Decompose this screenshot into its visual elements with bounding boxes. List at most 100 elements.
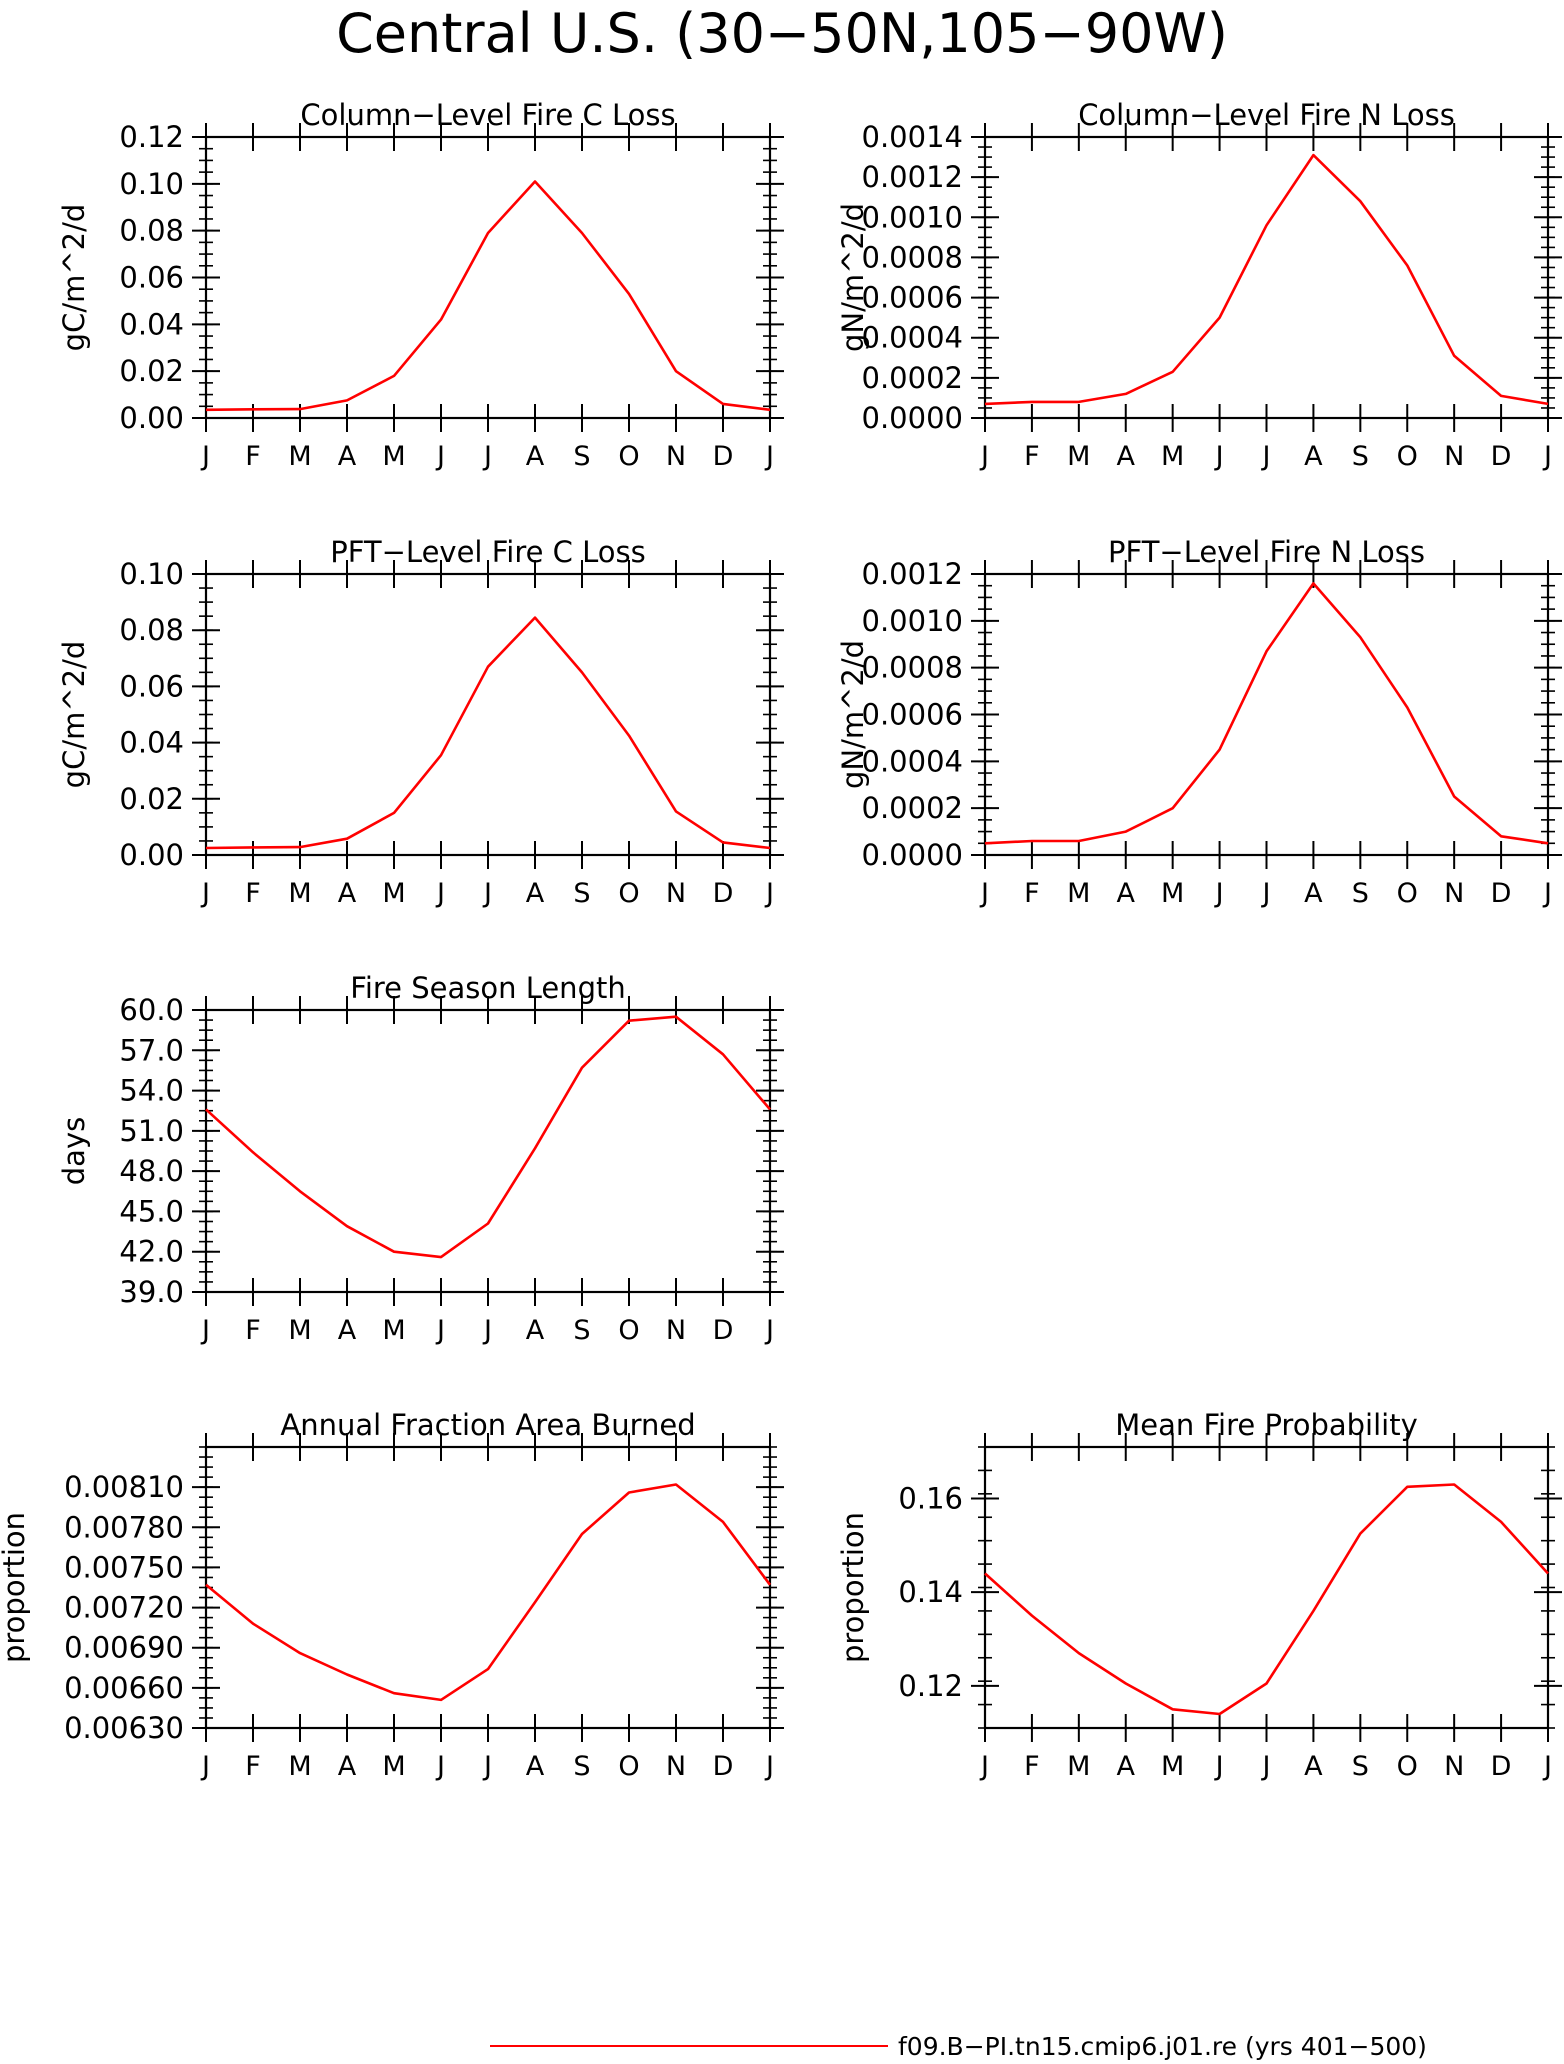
- x-tick-label: J: [1542, 441, 1552, 472]
- x-tick-label: S: [1352, 441, 1369, 472]
- y-tick-label: 0.0014: [862, 120, 963, 154]
- x-tick-label: J: [1261, 1751, 1271, 1782]
- y-tick-label: 51.0: [119, 1114, 184, 1148]
- x-tick-label: F: [1024, 878, 1040, 909]
- x-tick-label: A: [338, 1315, 357, 1346]
- x-tick-label: M: [1067, 1751, 1090, 1782]
- plot-frame: [204, 572, 772, 857]
- y-axis-label: days: [57, 1117, 91, 1185]
- x-tick-label: M: [382, 1751, 405, 1782]
- x-tick-label: A: [1117, 1751, 1136, 1782]
- x-tick-label: D: [1491, 878, 1512, 909]
- x-tick-label: S: [1352, 878, 1369, 909]
- y-tick-label: 42.0: [119, 1235, 184, 1269]
- x-tick-label: O: [1397, 1751, 1418, 1782]
- y-tick-label: 0.10: [119, 557, 184, 591]
- panel-title: PFT−Level Fire N Loss: [1108, 535, 1425, 569]
- y-tick-label: 0.0010: [862, 200, 963, 234]
- x-tick-label: N: [666, 441, 686, 472]
- y-tick-label: 0.04: [119, 307, 184, 341]
- x-tick-label: M: [288, 878, 311, 909]
- x-tick-label: F: [245, 1315, 261, 1346]
- x-tick-label: J: [979, 1751, 989, 1782]
- x-tick-label: J: [1214, 878, 1224, 909]
- series-line: [984, 582, 1549, 845]
- y-tick-label: 0.00780: [64, 1510, 184, 1544]
- x-tick-label: D: [1491, 441, 1512, 472]
- y-axis-label: gC/m^2/d: [57, 641, 91, 789]
- panel-pft-fire-n-loss: J F M A M J J A S O N D J0.00000.00020.00040.00060.0…: [836, 535, 1562, 909]
- x-tick-label: D: [713, 1315, 734, 1346]
- x-tick-label: M: [1067, 441, 1090, 472]
- x-tick-label: J: [200, 1315, 210, 1346]
- legend: f09.B−PI.tn15.cmip6.j01.re (yrs 401−500): [490, 2032, 1427, 2061]
- x-tick-label: A: [338, 878, 357, 909]
- x-tick-label: J: [1542, 1751, 1552, 1782]
- x-tick-label: O: [618, 878, 639, 909]
- y-tick-label: 0.12: [898, 1669, 963, 1703]
- x-tick-label: O: [618, 441, 639, 472]
- y-tick-label: 0.00750: [64, 1550, 184, 1584]
- x-tick-label: J: [1261, 441, 1271, 472]
- x-tick-label: J: [482, 878, 492, 909]
- x-tick-label: F: [1024, 441, 1040, 472]
- x-tick-label: A: [1117, 878, 1136, 909]
- y-tick-label: 0.08: [119, 613, 184, 647]
- panel-title: Column−Level Fire N Loss: [1078, 98, 1455, 132]
- x-tick-label: D: [713, 1751, 734, 1782]
- y-tick-label: 0.06: [119, 261, 184, 295]
- x-tick-label: O: [618, 1315, 639, 1346]
- y-tick-label: 45.0: [119, 1194, 184, 1228]
- x-tick-label: J: [200, 878, 210, 909]
- y-tick-label: 0.02: [119, 782, 184, 816]
- x-tick-label: J: [764, 1315, 774, 1346]
- y-tick-label: 39.0: [119, 1275, 184, 1309]
- y-tick-label: 0.00660: [64, 1671, 184, 1705]
- x-tick-label: F: [245, 878, 261, 909]
- y-tick-label: 57.0: [119, 1033, 184, 1067]
- x-tick-label: M: [288, 1751, 311, 1782]
- x-tick-label: N: [666, 878, 686, 909]
- y-tick-label: 0.00690: [64, 1631, 184, 1665]
- x-tick-label: J: [435, 1315, 445, 1346]
- panel-title: Mean Fire Probability: [1115, 1408, 1418, 1442]
- y-tick-label: 60.0: [119, 993, 184, 1027]
- y-tick-label: 0.00720: [64, 1591, 184, 1625]
- y-tick-label: 0.0008: [862, 240, 963, 274]
- x-tick-label: J: [200, 1751, 210, 1782]
- x-tick-label: A: [338, 441, 357, 472]
- plot-frame: [204, 1008, 772, 1294]
- x-tick-label: A: [1304, 1751, 1323, 1782]
- x-tick-label: M: [1161, 878, 1184, 909]
- y-tick-label: 0.16: [898, 1482, 963, 1516]
- x-tick-label: N: [1444, 1751, 1464, 1782]
- x-tick-label: F: [1024, 1751, 1040, 1782]
- y-tick-label: 0.14: [898, 1575, 963, 1609]
- panel-title: Column−Level Fire C Loss: [300, 98, 675, 132]
- x-tick-label: M: [288, 1315, 311, 1346]
- panel-pft-fire-c-loss: J F M A M J J A S O N D J0.000.020.040.060.080.10PFT…: [57, 535, 784, 909]
- x-tick-label: A: [526, 1751, 545, 1782]
- x-tick-label: S: [1352, 1751, 1369, 1782]
- x-tick-label: N: [666, 1315, 686, 1346]
- plot-frame: [983, 1445, 1550, 1730]
- y-tick-label: 0.0012: [862, 557, 963, 591]
- panel-title: Fire Season Length: [350, 971, 625, 1005]
- x-tick-label: M: [1161, 441, 1184, 472]
- panel-title: Annual Fraction Area Burned: [280, 1408, 695, 1442]
- y-axis-label: gN/m^2/d: [836, 640, 870, 789]
- y-tick-label: 0.0002: [862, 791, 963, 825]
- x-tick-label: M: [288, 441, 311, 472]
- x-tick-label: J: [1214, 1751, 1224, 1782]
- x-tick-label: J: [482, 441, 492, 472]
- x-tick-label: J: [764, 878, 774, 909]
- plot-frame: [983, 572, 1550, 857]
- x-tick-label: J: [1214, 441, 1224, 472]
- y-tick-label: 0.0004: [862, 321, 963, 355]
- y-tick-label: 0.0008: [862, 651, 963, 685]
- legend-label: f09.B−PI.tn15.cmip6.j01.re (yrs 401−500): [898, 2032, 1427, 2061]
- x-tick-label: J: [435, 1751, 445, 1782]
- panel-column-fire-n-loss: J F M A M J J A S O N D J0.00000.00020.00040.00060.0…: [836, 98, 1562, 472]
- x-tick-label: S: [573, 1315, 590, 1346]
